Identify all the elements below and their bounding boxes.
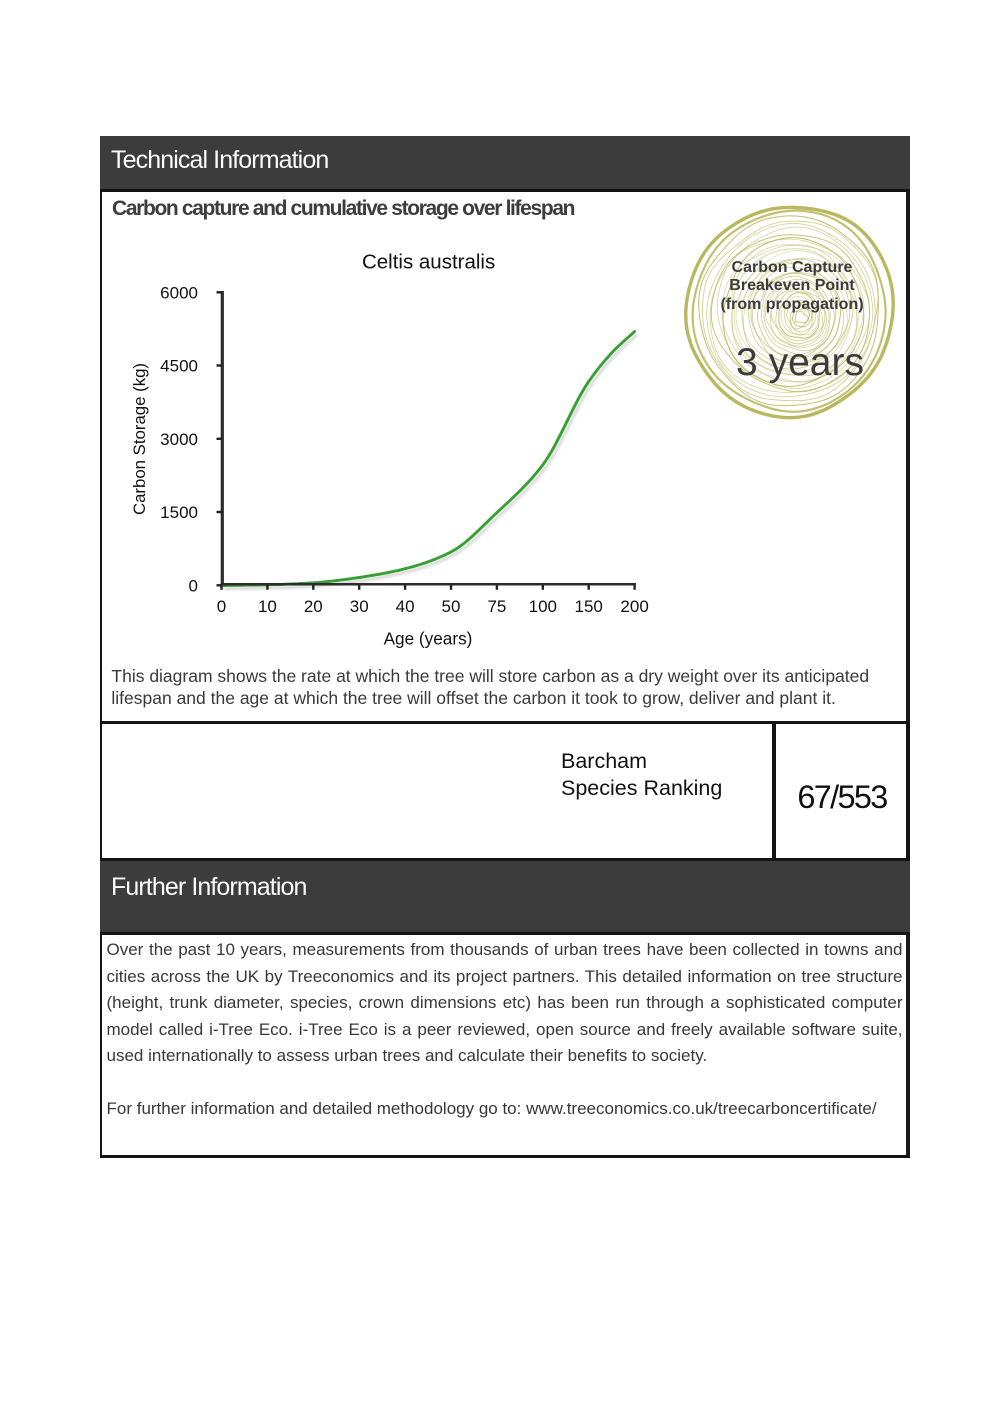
svg-text:50: 50 [442,597,461,616]
svg-text:10: 10 [258,597,277,616]
svg-text:150: 150 [575,597,603,616]
svg-text:0: 0 [217,597,226,616]
svg-text:3000: 3000 [160,430,198,449]
svg-text:4500: 4500 [160,357,198,376]
svg-text:Celtis australis: Celtis australis [362,251,495,274]
svg-text:1500: 1500 [160,503,198,522]
svg-text:200: 200 [620,597,648,616]
svg-text:30: 30 [350,597,369,616]
svg-text:75: 75 [487,597,506,616]
svg-text:40: 40 [396,597,415,616]
svg-text:Age (years): Age (years) [384,628,473,648]
svg-text:6000: 6000 [160,283,198,302]
svg-text:Carbon Storage (kg): Carbon Storage (kg) [130,363,149,515]
svg-text:0: 0 [189,576,198,595]
svg-text:100: 100 [529,597,557,616]
svg-text:20: 20 [304,597,323,616]
